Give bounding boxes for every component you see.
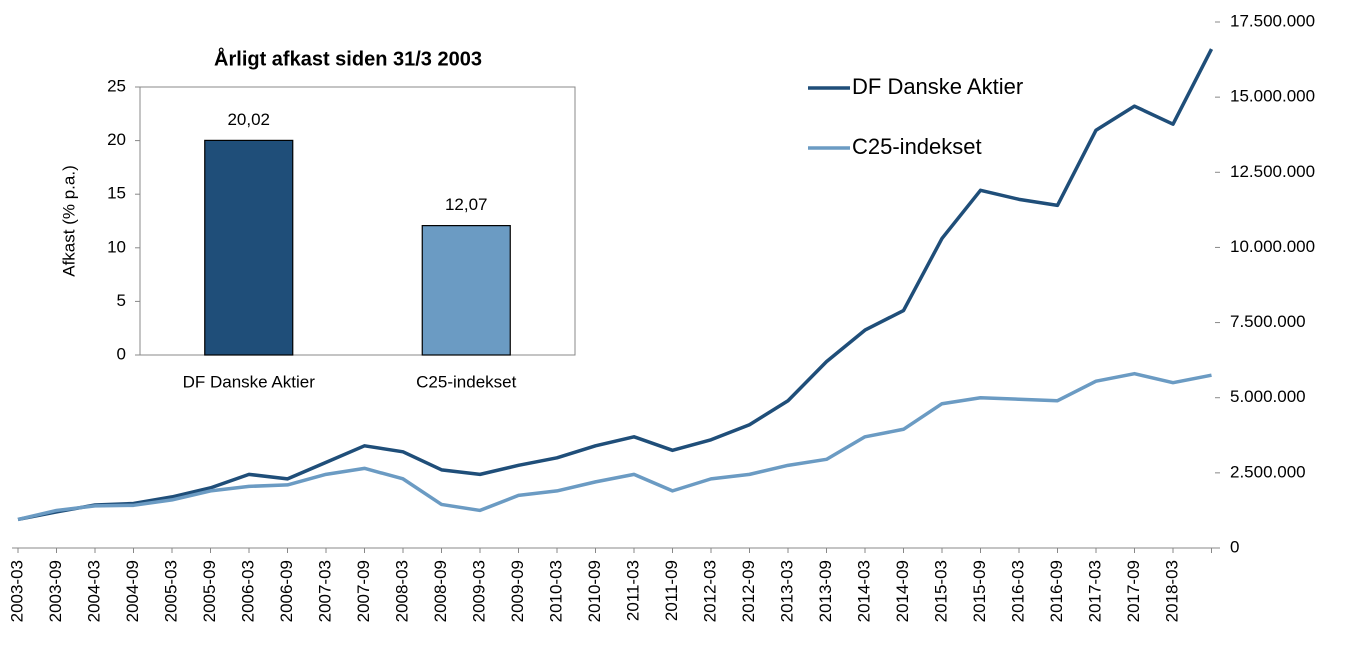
y-tick-label: 7.500.000 <box>1230 312 1306 331</box>
x-tick-label: 2011-09 <box>662 560 681 621</box>
x-tick-label: C25-indekset <box>416 372 516 391</box>
x-tick-label: 2012-03 <box>700 560 719 622</box>
line-series <box>17 48 1214 522</box>
y-tick-label: 10 <box>107 237 126 256</box>
x-tick-label: 2014-09 <box>893 560 912 622</box>
bar <box>421 225 511 356</box>
x-tick-label: 2004-03 <box>84 560 103 622</box>
x-tick-label: 2010-03 <box>546 560 565 622</box>
x-tick-label: 2004-09 <box>123 560 142 622</box>
x-tick-label: 2011-03 <box>623 560 642 621</box>
y-tick-label: 25 <box>107 76 126 95</box>
y-tick-label: 15.000.000 <box>1230 87 1315 106</box>
x-tick-label: 2008-09 <box>431 560 450 622</box>
x-tick-label: 2008-03 <box>392 560 411 622</box>
x-tick-label: 2009-09 <box>508 560 527 622</box>
x-tick-label: 2017-09 <box>1124 560 1143 622</box>
y-tick-label: 0 <box>1230 537 1239 556</box>
x-tick-label: 2005-03 <box>161 560 180 622</box>
x-tick-label: 2005-09 <box>200 560 219 622</box>
x-tick-label: 2013-09 <box>816 560 835 622</box>
y-tick-label: 17.500.000 <box>1230 11 1315 30</box>
x-tick-label: 2012-09 <box>739 560 758 622</box>
x-tick-label: 2015-03 <box>931 560 950 622</box>
x-tick-label: 2010-09 <box>585 560 604 622</box>
x-tick-label: 2016-09 <box>1047 560 1066 622</box>
x-tick-label: 2006-09 <box>277 560 296 622</box>
x-tick-label: 2018-03 <box>1162 560 1181 622</box>
y-tick-label: 10.000.000 <box>1230 237 1315 256</box>
legend-label: DF Danske Aktier <box>852 74 1023 99</box>
legend-label: C25-indekset <box>852 134 982 159</box>
value-label: 20,02 <box>227 110 270 129</box>
y-tick-label: 20 <box>107 130 126 149</box>
y-tick-label: 15 <box>107 184 126 203</box>
x-tick-label: 2007-03 <box>315 560 334 622</box>
x-tick-label: 2007-09 <box>354 560 373 622</box>
y-tick-label: 12.500.000 <box>1230 162 1315 181</box>
inset-title: Årligt afkast siden 31/3 2003 <box>214 46 482 70</box>
value-label: 12,07 <box>445 195 488 214</box>
y-tick-label: 2.500.000 <box>1230 462 1306 481</box>
y-tick-label: 5.000.000 <box>1230 387 1306 406</box>
line-series <box>17 371 1212 522</box>
x-tick-label: 2017-03 <box>1085 560 1104 622</box>
bar <box>204 139 294 356</box>
x-tick-label: 2003-09 <box>46 560 65 622</box>
x-tick-label: DF Danske Aktier <box>183 372 316 391</box>
y-tick-label: 5 <box>117 291 126 310</box>
x-tick-label: 2006-03 <box>238 560 257 622</box>
x-tick-label: 2013-03 <box>777 560 796 622</box>
x-tick-label: 2009-03 <box>469 560 488 622</box>
y-axis-label: Afkast (% p.a.) <box>59 165 78 276</box>
x-tick-label: 2014-03 <box>854 560 873 622</box>
x-tick-label: 2003-03 <box>7 560 26 622</box>
x-tick-label: 2016-03 <box>1008 560 1027 622</box>
y-tick-label: 0 <box>117 344 126 363</box>
x-tick-label: 2015-09 <box>970 560 989 622</box>
